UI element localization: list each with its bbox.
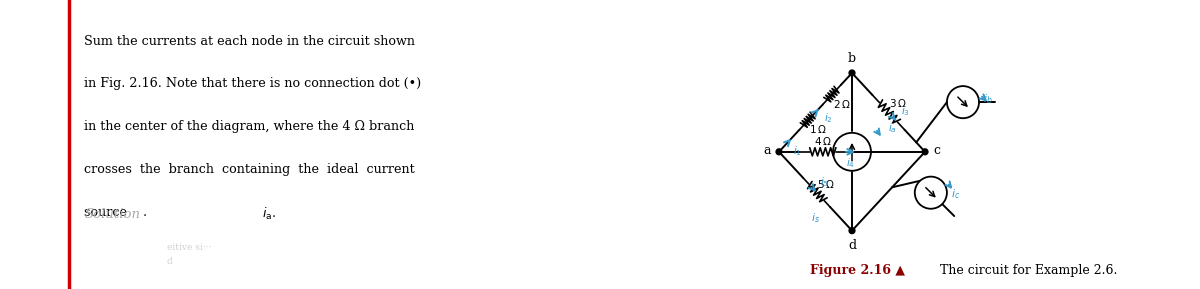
Text: $i_{\mathrm{a}}$.: $i_{\mathrm{a}}$.	[263, 206, 276, 222]
Text: $3\,\Omega$: $3\,\Omega$	[889, 97, 907, 110]
Text: Figure 2.16 ▲: Figure 2.16 ▲	[810, 264, 906, 277]
Circle shape	[922, 149, 928, 155]
Text: Solution: Solution	[84, 208, 140, 221]
Circle shape	[776, 149, 782, 155]
Text: Sum the currents at each node in the circuit shown: Sum the currents at each node in the cir…	[84, 35, 415, 48]
Text: a: a	[763, 144, 770, 157]
Text: in Fig. 2.16. Note that there is no connection dot (•): in Fig. 2.16. Note that there is no conn…	[84, 77, 421, 90]
Text: source    .: source .	[84, 206, 148, 219]
Text: The circuit for Example 2.6.: The circuit for Example 2.6.	[936, 264, 1117, 277]
Text: $i_s$: $i_s$	[811, 211, 820, 225]
Text: c: c	[934, 144, 940, 157]
Text: $i_a$: $i_a$	[888, 121, 896, 135]
Text: $5\,\Omega$: $5\,\Omega$	[817, 178, 834, 190]
Text: $i_3$: $i_3$	[901, 104, 910, 118]
Text: $i_2$: $i_2$	[823, 111, 833, 125]
Text: $2\,\Omega$: $2\,\Omega$	[833, 98, 851, 110]
Text: d: d	[848, 239, 856, 252]
Text: $1\,\Omega$: $1\,\Omega$	[809, 123, 827, 135]
Text: $i_4$: $i_4$	[846, 156, 856, 170]
Text: d: d	[167, 257, 173, 266]
Text: $i_c$: $i_c$	[952, 187, 960, 201]
Text: crosses  the  branch  containing  the  ideal  current: crosses the branch containing the ideal …	[84, 163, 415, 176]
Text: $i_5$: $i_5$	[821, 175, 829, 189]
Circle shape	[850, 228, 854, 234]
Circle shape	[850, 70, 854, 76]
Text: $i_b$: $i_b$	[984, 92, 994, 106]
Text: eitive si···: eitive si···	[167, 243, 211, 252]
Text: b: b	[848, 52, 856, 65]
Text: $4\,\Omega$: $4\,\Omega$	[814, 135, 832, 147]
Text: in the center of the diagram, where the 4 Ω branch: in the center of the diagram, where the …	[84, 120, 415, 133]
Text: $i_1$: $i_1$	[793, 144, 803, 158]
